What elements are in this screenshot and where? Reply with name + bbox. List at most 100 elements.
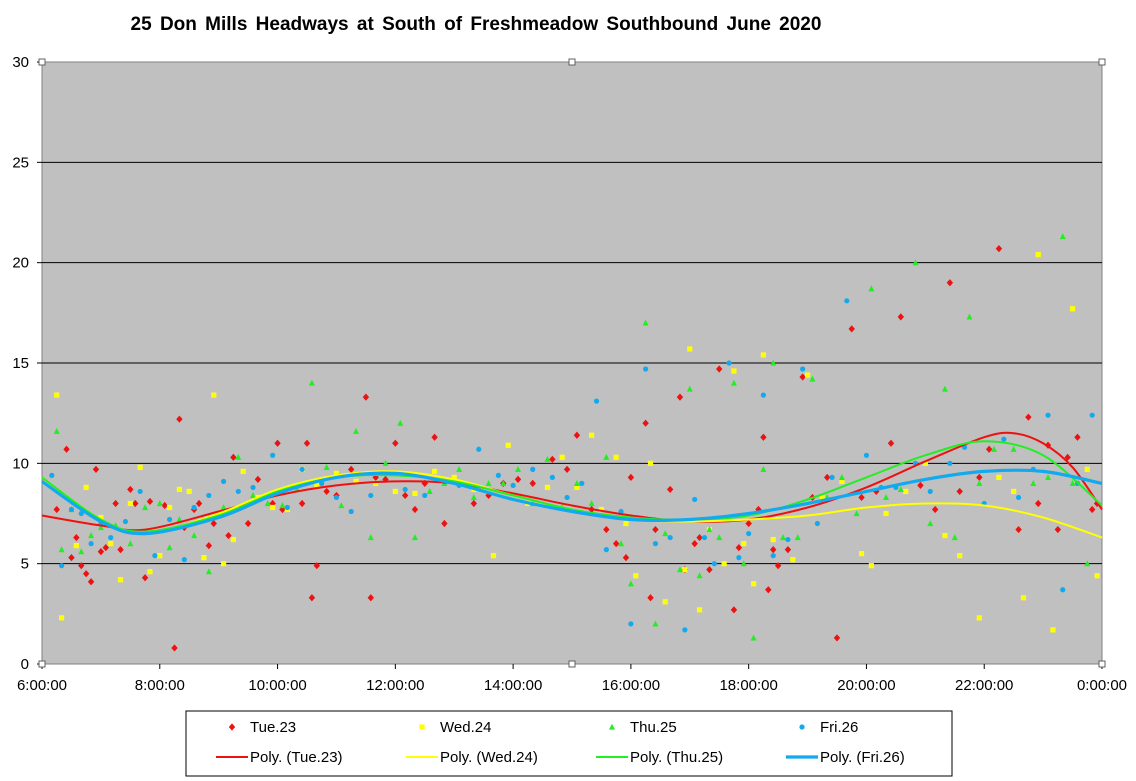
data-point xyxy=(652,525,659,534)
data-point xyxy=(117,546,124,554)
data-point xyxy=(848,325,855,333)
data-point xyxy=(176,516,183,523)
data-point xyxy=(505,442,511,448)
data-point xyxy=(622,554,630,562)
data-point xyxy=(411,534,418,541)
data-point xyxy=(985,445,993,453)
data-point xyxy=(785,536,791,543)
data-point xyxy=(549,474,555,480)
plot-handle[interactable] xyxy=(568,660,576,668)
data-point xyxy=(112,499,119,508)
x-tick-label: 0:00:00 xyxy=(1077,677,1127,694)
data-point xyxy=(603,547,609,553)
data-point xyxy=(171,644,178,652)
data-point xyxy=(220,478,227,484)
legend-marker xyxy=(799,724,805,730)
data-point xyxy=(142,504,149,511)
data-point xyxy=(804,372,811,378)
data-point xyxy=(942,532,948,539)
data-point xyxy=(760,433,767,441)
x-tick-label: 16:00:00 xyxy=(602,677,660,694)
data-point xyxy=(559,454,565,460)
data-point xyxy=(117,577,124,583)
data-point xyxy=(157,553,163,559)
data-point xyxy=(976,480,983,486)
y-tick-label: 25 xyxy=(12,154,29,171)
data-point xyxy=(996,474,1002,480)
data-point xyxy=(431,468,438,474)
data-point xyxy=(692,496,698,503)
plot-handle[interactable] xyxy=(38,660,46,668)
data-point xyxy=(201,555,207,561)
data-point xyxy=(946,279,954,287)
data-point xyxy=(740,560,747,567)
data-point xyxy=(53,427,60,434)
data-point xyxy=(451,474,457,480)
data-point xyxy=(627,580,634,587)
plot-handle[interactable] xyxy=(1098,58,1106,66)
data-point xyxy=(470,494,477,501)
data-point xyxy=(205,542,213,550)
data-point xyxy=(750,634,757,641)
data-point xyxy=(225,531,232,540)
data-point xyxy=(799,373,806,381)
data-point xyxy=(141,574,149,582)
data-point xyxy=(108,534,114,541)
data-point xyxy=(68,554,75,562)
data-point xyxy=(770,359,777,366)
data-point xyxy=(676,393,684,401)
data-point xyxy=(373,480,379,486)
data-point xyxy=(1015,494,1022,501)
data-point xyxy=(68,506,75,513)
data-point xyxy=(858,493,865,502)
data-point xyxy=(563,465,571,473)
data-point xyxy=(976,615,982,621)
data-point xyxy=(230,536,236,543)
data-point xyxy=(1054,525,1062,534)
data-point xyxy=(770,553,776,559)
data-point xyxy=(392,488,398,495)
data-point xyxy=(716,365,723,373)
data-point xyxy=(868,563,874,569)
legend-marker xyxy=(228,723,236,731)
legend: Tue.23 Wed.24 Thu.25 Fri.26 Poly. (Tue.23) Po… xyxy=(185,710,953,777)
data-point xyxy=(667,534,673,541)
data-point xyxy=(530,466,536,472)
data-point xyxy=(514,475,522,483)
plot-handle[interactable] xyxy=(38,58,46,66)
data-point xyxy=(97,524,104,531)
data-point xyxy=(750,581,757,587)
data-point xyxy=(323,463,330,470)
data-point xyxy=(951,534,958,541)
data-point xyxy=(308,594,316,602)
y-tick-label: 0 xyxy=(21,656,29,673)
x-tick-label: 8:00:00 xyxy=(135,677,185,694)
data-point xyxy=(161,501,168,510)
data-point xyxy=(603,525,610,534)
data-point xyxy=(730,606,738,614)
legend-label: Poly. (Tue.23) xyxy=(250,749,343,766)
data-point xyxy=(195,499,203,508)
data-point xyxy=(912,259,919,266)
data-point xyxy=(147,569,153,575)
data-point xyxy=(205,568,212,575)
plot-handle[interactable] xyxy=(1098,660,1106,668)
data-point xyxy=(323,487,330,496)
axes: 0 5 10 15 20 25 30 6:00:00 8:00:00 10:00:00 12:00:… xyxy=(12,54,1127,694)
data-point xyxy=(250,484,256,491)
data-point xyxy=(726,360,732,366)
data-point xyxy=(220,504,227,511)
x-tick-label: 6:00:00 xyxy=(17,677,67,694)
trendlines xyxy=(41,431,1103,539)
data-point xyxy=(308,379,315,386)
data-point xyxy=(353,427,360,434)
data-point xyxy=(127,540,134,547)
data-point xyxy=(922,460,928,466)
plot-handle[interactable] xyxy=(568,58,576,66)
data-point xyxy=(652,620,659,627)
data-point xyxy=(755,505,762,514)
data-point xyxy=(392,439,399,447)
data-point xyxy=(863,452,870,458)
data-point xyxy=(544,455,551,462)
data-point xyxy=(706,526,713,533)
